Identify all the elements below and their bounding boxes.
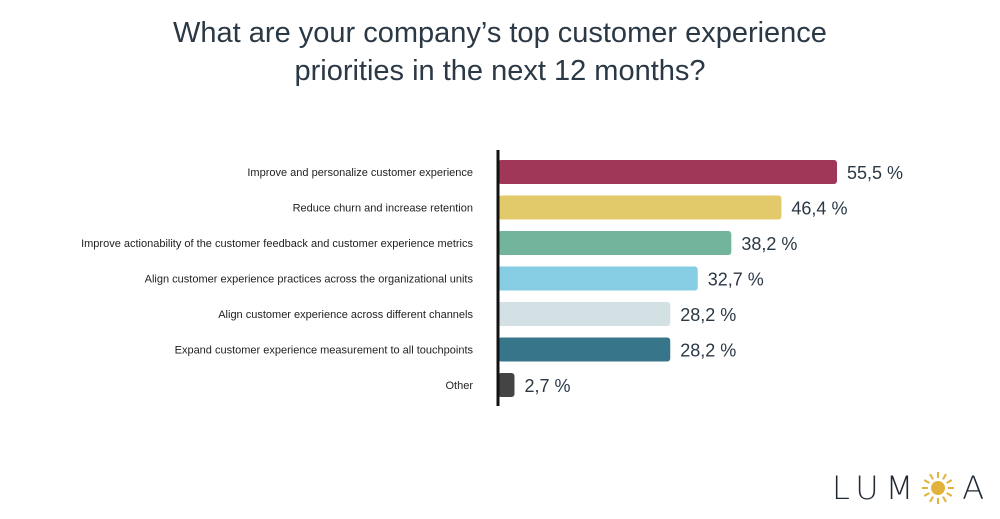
category-label-6: Expand customer experience measurement t… [175, 345, 474, 357]
logo-text-left: LUM [832, 469, 921, 507]
bar-4 [498, 266, 698, 291]
value-label-2: 46,4 % [791, 199, 847, 219]
bar-3 [498, 231, 732, 255]
bar-5 [498, 302, 671, 326]
bar-7 [498, 373, 515, 397]
value-label-3: 38,2 % [741, 234, 797, 254]
logo-text-right: A [962, 469, 992, 507]
sun-icon [922, 472, 955, 504]
chart-title: What are your company’s top customer exp… [0, 14, 1000, 90]
bar-1 [498, 160, 837, 184]
lumoa-logo: LUM A [832, 468, 991, 508]
value-label-5: 28,2 % [680, 305, 736, 325]
value-label-4: 32,7 % [708, 270, 764, 290]
bar-6 [498, 337, 671, 362]
value-label-1: 55,5 % [847, 163, 903, 183]
category-label-4: Align customer experience practices acro… [145, 274, 474, 286]
category-label-7: Other [445, 380, 473, 392]
category-label-2: Reduce churn and increase retention [293, 203, 473, 215]
category-label-3: Improve actionability of the customer fe… [81, 238, 473, 250]
category-label-1: Improve and personalize customer experie… [247, 167, 473, 179]
value-label-7: 2,7 % [524, 376, 570, 396]
chart-title-line-1: What are your company’s top customer exp… [173, 17, 827, 49]
value-label-6: 28,2 % [680, 341, 736, 361]
chart-title-line-2: priorities in the next 12 months? [294, 55, 706, 87]
bar-2 [498, 195, 782, 220]
category-label-5: Align customer experience across differe… [218, 309, 473, 321]
